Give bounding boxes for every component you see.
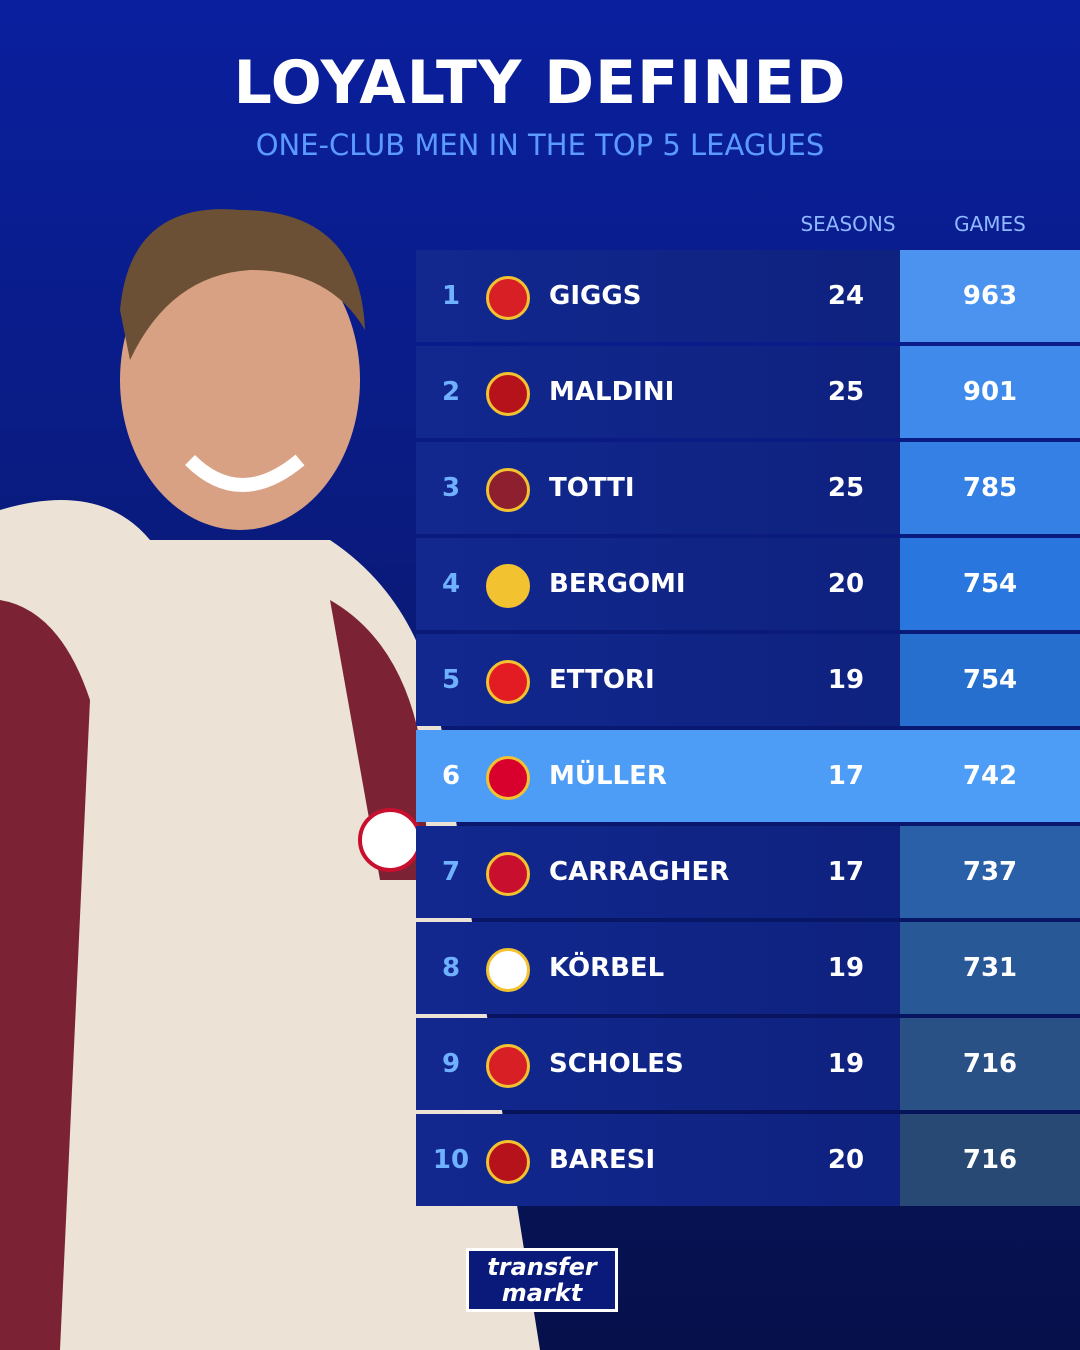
- rank: 6: [441, 761, 461, 791]
- player-name: CARRAGHER: [549, 857, 730, 887]
- player-name: MÜLLER: [549, 761, 667, 791]
- table-row: 6 MÜLLER 17 742: [416, 730, 1080, 822]
- club-crest: [486, 1140, 530, 1184]
- table-row: 10 BARESI 20 716: [416, 1114, 1080, 1206]
- club-crest: [486, 756, 530, 800]
- rank: 3: [441, 473, 461, 503]
- games: 754: [900, 538, 1080, 630]
- rank: 5: [441, 665, 461, 695]
- games: 754: [900, 634, 1080, 726]
- seasons: 25: [827, 377, 865, 407]
- games: 901: [900, 346, 1080, 438]
- table-row: 3 TOTTI 25 785: [416, 442, 1080, 534]
- player-name: SCHOLES: [549, 1049, 684, 1079]
- player-name: MALDINI: [549, 377, 675, 407]
- column-header: GAMES: [954, 212, 1026, 236]
- games: 742: [900, 730, 1080, 822]
- club-crest: [486, 660, 530, 704]
- player-photo: [0, 209, 540, 1350]
- club-crest: [486, 1044, 530, 1088]
- player-name: KÖRBEL: [549, 953, 665, 983]
- seasons: 19: [827, 953, 865, 983]
- player-name: TOTTI: [549, 473, 635, 503]
- rank: 7: [441, 857, 461, 887]
- club-crest: [486, 948, 530, 992]
- seasons: 17: [827, 857, 865, 887]
- table-row: 4 BERGOMI 20 754: [416, 538, 1080, 630]
- table-row: 9 SCHOLES 19 716: [416, 1018, 1080, 1110]
- club-crest: [486, 564, 530, 608]
- title: LOYALTY DEFINED: [233, 48, 847, 118]
- rank: 10: [432, 1145, 470, 1175]
- table-row: 8 KÖRBEL 19 731: [416, 922, 1080, 1014]
- seasons: 19: [827, 665, 865, 695]
- games: 785: [900, 442, 1080, 534]
- club-crest: [486, 468, 530, 512]
- player-name: BARESI: [549, 1145, 656, 1175]
- column-header: SEASONS: [800, 212, 896, 236]
- rank: 4: [441, 569, 461, 599]
- table-row: 7 CARRAGHER 17 737: [416, 826, 1080, 918]
- games: 963: [900, 250, 1080, 342]
- logo-text: transfer: [487, 1253, 597, 1281]
- seasons: 19: [827, 1049, 865, 1079]
- rank: 9: [441, 1049, 461, 1079]
- rank: 8: [441, 953, 461, 983]
- rank: 2: [441, 377, 461, 407]
- player-name: BERGOMI: [549, 569, 686, 599]
- seasons: 25: [827, 473, 865, 503]
- games: 737: [900, 826, 1080, 918]
- games: 731: [900, 922, 1080, 1014]
- games: 716: [900, 1114, 1080, 1206]
- player-name: ETTORI: [549, 665, 655, 695]
- player-name: GIGGS: [549, 281, 642, 311]
- seasons: 17: [827, 761, 865, 791]
- subtitle: ONE-CLUB MEN IN THE TOP 5 LEAGUES: [255, 128, 825, 162]
- seasons: 20: [827, 1145, 865, 1175]
- club-crest: [486, 276, 530, 320]
- club-crest: [486, 852, 530, 896]
- seasons: 20: [827, 569, 865, 599]
- seasons: 24: [827, 281, 865, 311]
- games: 716: [900, 1018, 1080, 1110]
- logo-text: markt: [501, 1279, 583, 1307]
- rank: 1: [441, 281, 461, 311]
- club-crest: [486, 372, 530, 416]
- logo: transfer markt: [466, 1248, 618, 1312]
- table-row: 1 GIGGS 24 963: [416, 250, 1080, 342]
- table-row: 2 MALDINI 25 901: [416, 346, 1080, 438]
- table-row: 5 ETTORI 19 754: [416, 634, 1080, 726]
